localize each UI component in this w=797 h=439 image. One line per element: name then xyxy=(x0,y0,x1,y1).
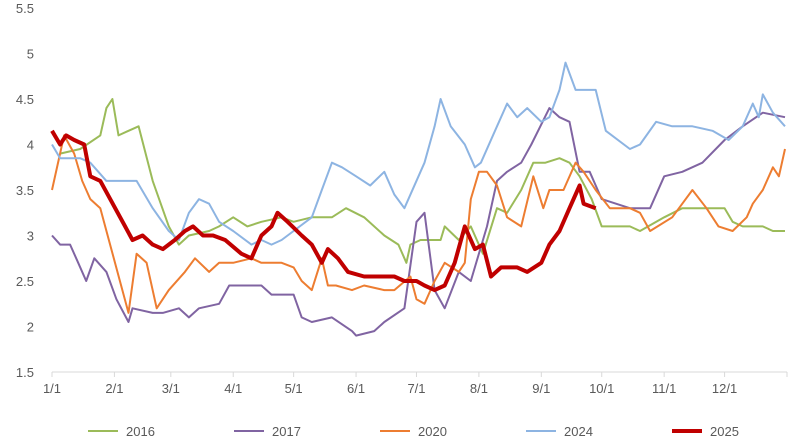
y-tick-label: 3 xyxy=(27,229,34,244)
x-tick-label: 2/1 xyxy=(105,381,123,396)
y-tick-label: 4 xyxy=(27,138,34,153)
y-tick-label: 2.5 xyxy=(16,274,34,289)
legend-label-2017: 2017 xyxy=(272,424,301,439)
x-tick-label: 5/1 xyxy=(285,381,303,396)
y-tick-label: 5.5 xyxy=(16,1,34,16)
x-tick-label: 6/1 xyxy=(347,381,365,396)
x-tick-label: 9/1 xyxy=(532,381,550,396)
x-tick-label: 11/1 xyxy=(652,381,676,396)
x-tick-label: 1/1 xyxy=(43,381,61,396)
x-tick-label: 7/1 xyxy=(407,381,425,396)
x-tick-label: 12/1 xyxy=(712,381,737,396)
series-line-2020 xyxy=(51,134,786,314)
x-tick-label: 10/1 xyxy=(589,381,614,396)
series-line-2017 xyxy=(51,107,786,337)
y-tick-label: 2 xyxy=(27,320,34,335)
y-tick-label: 5 xyxy=(27,47,34,62)
y-tick-label: 1.5 xyxy=(16,365,34,380)
legend-label-2020: 2020 xyxy=(418,424,447,439)
y-tick-label: 4.5 xyxy=(16,92,34,107)
series-line-2025 xyxy=(50,129,597,293)
series-line-2024 xyxy=(51,61,786,246)
x-tick-label: 3/1 xyxy=(162,381,180,396)
y-tick-label: 3.5 xyxy=(16,183,34,198)
legend-label-2016: 2016 xyxy=(126,424,155,439)
x-tick-label: 4/1 xyxy=(224,381,242,396)
legend-label-2025: 2025 xyxy=(710,424,739,439)
series-line-2016 xyxy=(59,98,785,264)
x-tick-label: 8/1 xyxy=(470,381,488,396)
legend-label-2024: 2024 xyxy=(564,424,593,439)
